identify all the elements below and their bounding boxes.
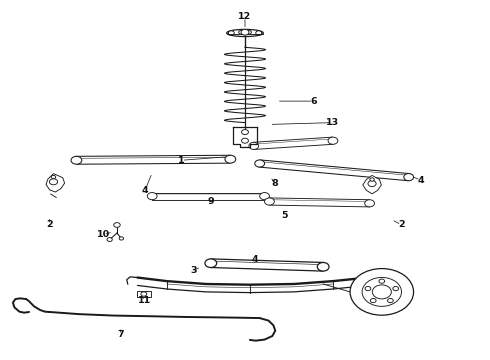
Polygon shape bbox=[363, 175, 381, 194]
Polygon shape bbox=[253, 137, 333, 149]
Circle shape bbox=[404, 174, 414, 181]
Text: 2: 2 bbox=[46, 220, 53, 229]
Circle shape bbox=[114, 222, 120, 228]
Circle shape bbox=[365, 287, 371, 291]
Text: 9: 9 bbox=[207, 197, 214, 206]
Circle shape bbox=[141, 292, 147, 296]
Text: 12: 12 bbox=[238, 12, 252, 21]
Circle shape bbox=[49, 179, 57, 185]
Text: 4: 4 bbox=[417, 176, 424, 185]
Circle shape bbox=[379, 279, 385, 283]
Circle shape bbox=[119, 237, 123, 240]
Circle shape bbox=[393, 287, 398, 291]
Circle shape bbox=[372, 285, 392, 299]
Circle shape bbox=[51, 175, 56, 179]
Circle shape bbox=[242, 138, 248, 143]
Text: 3: 3 bbox=[191, 266, 197, 275]
Circle shape bbox=[205, 259, 217, 267]
Circle shape bbox=[365, 200, 374, 207]
Ellipse shape bbox=[227, 30, 263, 37]
Circle shape bbox=[370, 178, 374, 181]
Circle shape bbox=[249, 142, 259, 149]
Text: 4: 4 bbox=[251, 255, 258, 264]
Circle shape bbox=[260, 193, 270, 200]
Polygon shape bbox=[152, 193, 265, 200]
Text: 1: 1 bbox=[178, 156, 185, 165]
Circle shape bbox=[362, 278, 401, 306]
Circle shape bbox=[350, 269, 414, 315]
Circle shape bbox=[255, 160, 265, 167]
Circle shape bbox=[241, 30, 249, 35]
Text: 4: 4 bbox=[142, 186, 148, 195]
Circle shape bbox=[368, 181, 376, 186]
Circle shape bbox=[71, 156, 82, 164]
Text: 2: 2 bbox=[398, 220, 405, 229]
Ellipse shape bbox=[239, 30, 251, 35]
Circle shape bbox=[225, 155, 236, 163]
Polygon shape bbox=[76, 155, 230, 164]
Circle shape bbox=[256, 31, 262, 35]
Bar bbox=[137, 291, 151, 297]
Polygon shape bbox=[211, 259, 323, 271]
Polygon shape bbox=[46, 174, 65, 192]
Circle shape bbox=[265, 198, 274, 205]
Polygon shape bbox=[259, 160, 409, 181]
Text: 6: 6 bbox=[310, 96, 317, 105]
Text: 8: 8 bbox=[271, 179, 278, 188]
Circle shape bbox=[318, 262, 329, 271]
Circle shape bbox=[107, 238, 112, 242]
Circle shape bbox=[370, 298, 376, 303]
Circle shape bbox=[147, 193, 157, 200]
Text: 11: 11 bbox=[138, 296, 151, 305]
Circle shape bbox=[228, 31, 234, 35]
Text: 13: 13 bbox=[326, 118, 340, 127]
Circle shape bbox=[388, 298, 393, 303]
Polygon shape bbox=[270, 198, 370, 207]
Text: 5: 5 bbox=[281, 211, 287, 220]
Text: 7: 7 bbox=[117, 330, 123, 339]
Circle shape bbox=[328, 137, 338, 144]
Circle shape bbox=[242, 130, 248, 135]
Text: 10: 10 bbox=[97, 230, 110, 239]
